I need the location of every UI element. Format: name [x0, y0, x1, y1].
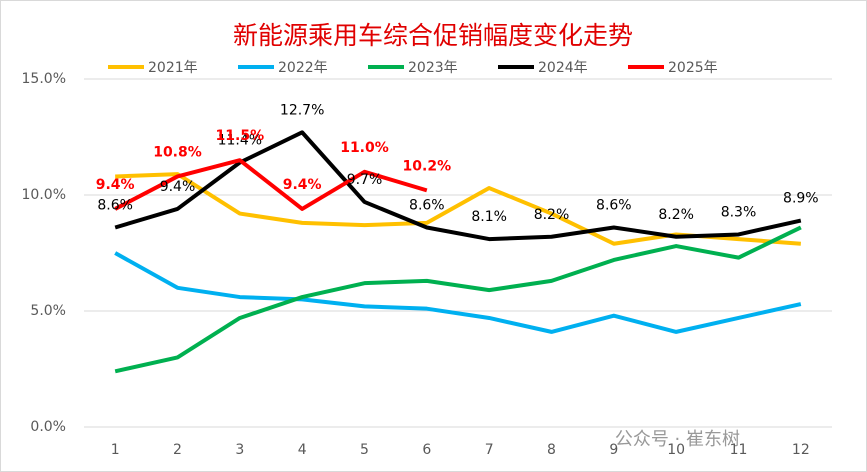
series-line — [114, 251, 802, 334]
legend-label: 2025年 — [668, 60, 718, 76]
data-label: 9.4% — [96, 177, 135, 193]
data-label: 8.2% — [534, 207, 570, 223]
data-label: 8.6% — [596, 197, 632, 213]
data-label: 10.2% — [403, 158, 452, 174]
y-tick-label: 0.0% — [30, 419, 66, 435]
x-tick-label: 7 — [485, 442, 494, 458]
data-label: 11.0% — [340, 140, 389, 156]
x-tick-label: 10 — [667, 442, 685, 458]
x-tick-label: 12 — [792, 442, 810, 458]
series-line — [114, 225, 802, 374]
data-label: 9.4% — [283, 177, 322, 193]
x-tick-label: 6 — [422, 442, 431, 458]
x-tick-label: 4 — [298, 442, 307, 458]
data-label: 12.7% — [280, 102, 324, 118]
x-tick-label: 11 — [730, 442, 748, 458]
x-tick-label: 5 — [360, 442, 369, 458]
x-tick-label: 2 — [173, 442, 182, 458]
data-label: 11.5% — [216, 128, 265, 144]
data-label: 8.2% — [658, 207, 694, 223]
data-label: 8.9% — [783, 191, 819, 207]
x-tick-label: 8 — [547, 442, 556, 458]
legend-label: 2022年 — [278, 60, 328, 76]
chart-title: 新能源乘用车综合促销幅度变化走势 — [233, 21, 633, 50]
data-label: 9.4% — [160, 179, 196, 195]
series-line — [114, 130, 802, 242]
series-line — [114, 158, 428, 211]
legend-label: 2023年 — [408, 60, 458, 76]
y-tick-label: 15.0% — [22, 71, 66, 87]
y-tick-label: 5.0% — [30, 303, 66, 319]
x-tick-label: 1 — [111, 442, 120, 458]
data-label: 8.3% — [721, 204, 757, 220]
watermark: 公众号 · 崔东树 — [615, 429, 740, 450]
data-label: 8.6% — [97, 197, 133, 213]
x-tick-label: 3 — [235, 442, 244, 458]
data-label: 9.7% — [347, 172, 383, 188]
data-label: 11.4% — [218, 133, 262, 149]
legend-label: 2024年 — [538, 60, 588, 76]
x-tick-label: 9 — [609, 442, 618, 458]
legend-label: 2021年 — [148, 60, 198, 76]
data-label: 8.6% — [409, 197, 445, 213]
y-tick-label: 10.0% — [22, 187, 66, 203]
data-label: 8.1% — [471, 209, 507, 225]
data-label: 10.8% — [153, 144, 202, 160]
